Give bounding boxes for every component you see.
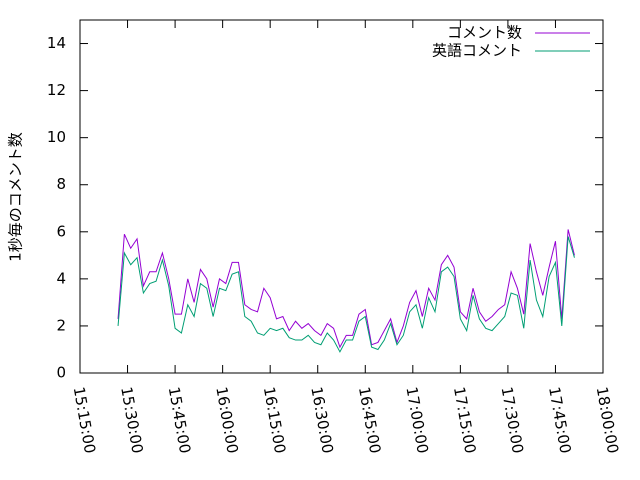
x-tick-label: 17:00:00 — [402, 385, 431, 454]
series-line — [117, 236, 575, 353]
x-tick-label: 15:15:00 — [70, 385, 99, 454]
y-tick-label: 8 — [56, 175, 66, 193]
y-tick-label: 0 — [56, 364, 66, 382]
x-tick-label: 17:30:00 — [498, 385, 527, 454]
x-tick-label: 16:45:00 — [355, 385, 384, 454]
y-tick-label: 2 — [56, 316, 66, 334]
x-tick-label: 18:00:00 — [593, 385, 622, 454]
x-tick-label: 17:45:00 — [545, 385, 574, 454]
y-tick-label: 10 — [47, 128, 66, 146]
y-tick-label: 14 — [47, 34, 66, 52]
plot-frame — [79, 19, 604, 374]
x-tick-label: 16:00:00 — [212, 385, 241, 454]
x-tick-label: 17:15:00 — [450, 385, 479, 454]
x-tick-label: 16:15:00 — [260, 385, 289, 454]
series-line — [117, 229, 575, 349]
legend-label: 英語コメント — [432, 42, 522, 60]
legend-label: コメント数 — [447, 24, 522, 42]
y-tick-label: 4 — [56, 269, 66, 287]
y-tick-label: 6 — [56, 222, 66, 240]
x-tick-label: 15:45:00 — [165, 385, 194, 454]
x-tick-label: 15:30:00 — [117, 385, 146, 454]
x-tick-label: 16:30:00 — [307, 385, 336, 454]
y-tick-label: 12 — [47, 81, 66, 99]
y-axis-label: 1秒毎のコメント数 — [7, 132, 25, 262]
